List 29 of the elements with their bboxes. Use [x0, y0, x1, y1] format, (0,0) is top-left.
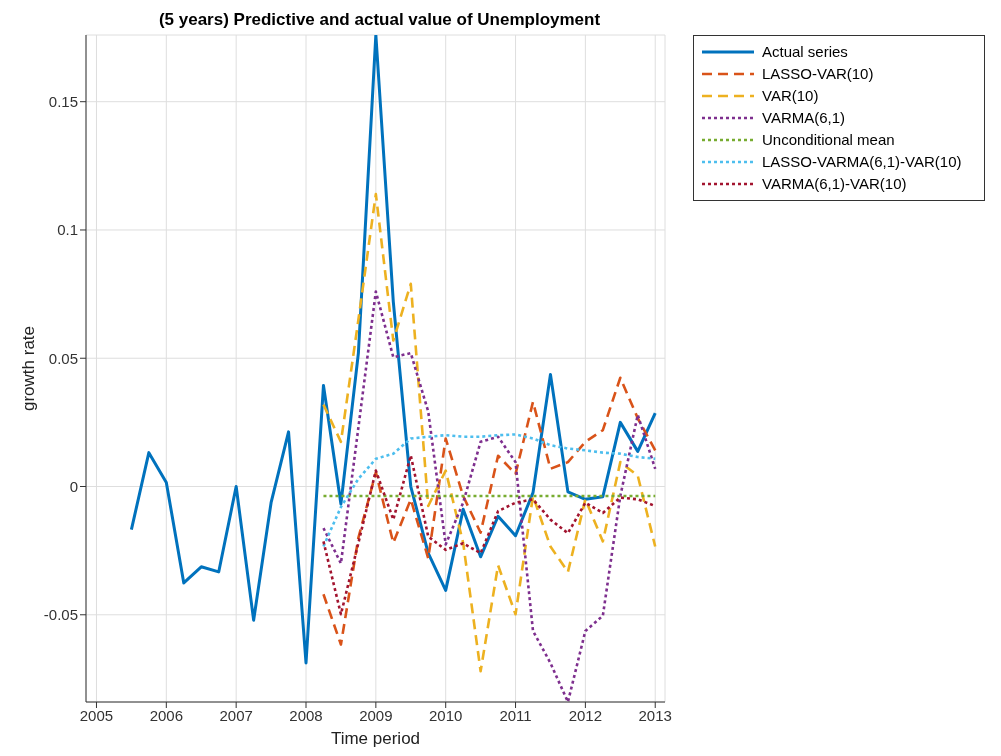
- x-tick-label: 2012: [568, 706, 603, 724]
- y-tick-label: 0.05: [48, 349, 78, 367]
- line-series: [322, 192, 657, 673]
- y-tick-label: -0.05: [43, 606, 78, 624]
- legend-label: LASSO-VAR(10): [762, 64, 874, 84]
- legend-label: Actual series: [762, 42, 848, 62]
- x-tick-label: 2007: [219, 706, 253, 724]
- legend-label: VARMA(6,1)-VAR(10): [762, 174, 907, 194]
- y-tick-label: 0: [69, 477, 78, 495]
- x-tick-label: 2005: [79, 706, 114, 724]
- x-tick-label: 2006: [149, 706, 184, 724]
- line-series: [322, 376, 657, 646]
- line-series: [322, 433, 657, 548]
- x-axis-title: Time period: [330, 729, 421, 748]
- legend-label: VAR(10): [762, 86, 819, 106]
- legend-label: LASSO-VARMA(6,1)-VAR(10): [762, 152, 962, 172]
- x-tick-label: 2010: [429, 706, 463, 724]
- x-tick-label: 2009: [359, 706, 393, 724]
- x-tick-label: 2013: [638, 706, 672, 724]
- x-tick-label: 2008: [289, 706, 323, 724]
- y-tick-label: 0.1: [57, 221, 78, 239]
- chart-title: (5 years) Predictive and actual value of Unemployment: [157, 10, 602, 30]
- y-tick-label: 0.15: [48, 93, 78, 111]
- line-series: [129, 35, 657, 665]
- x-tick-label: 2011: [499, 706, 532, 724]
- y-axis-title: growth rate: [19, 325, 39, 412]
- legend-label: VARMA(6,1): [762, 108, 846, 128]
- legend-label: Unconditional mean: [762, 130, 895, 150]
- line-series: [322, 290, 657, 702]
